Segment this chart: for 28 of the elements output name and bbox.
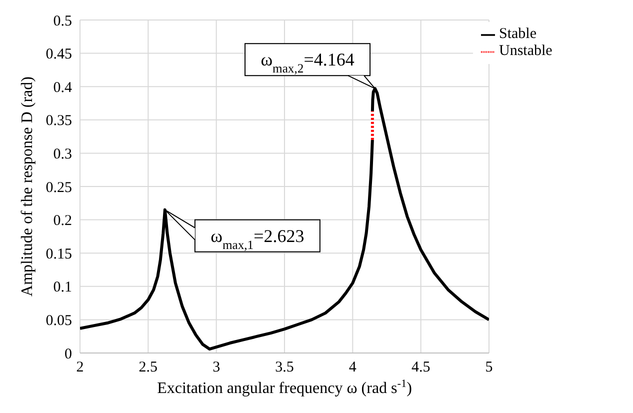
x-tick-label: 4.5 (411, 360, 430, 376)
y-tick-label: 0.4 (53, 80, 72, 96)
x-tick-label: 2 (76, 360, 84, 376)
x-tick-label: 2.5 (138, 360, 158, 376)
y-tick-label: 0.5 (53, 13, 72, 30)
legend-label: Stable (499, 26, 536, 42)
x-tick-label: 5 (485, 360, 493, 376)
x-tick-label: 3.5 (275, 360, 294, 376)
callout: ω$_{max,1}$=2.623 (164, 209, 320, 252)
y-tick-label: 0.3 (53, 146, 72, 163)
y-tick-label: 0.05 (46, 313, 72, 330)
y-tick-label: 0.35 (46, 113, 72, 130)
x-tick-label: 4 (348, 360, 357, 376)
y-tick-label: 0.25 (46, 180, 72, 196)
line-series (80, 138, 374, 351)
callout: ω$_{max,2}$=4.164 (244, 43, 376, 90)
y-tick-label: 0 (64, 346, 72, 362)
y-tick-label: 0.2 (53, 213, 72, 230)
y-axis-title: Amplitude of the response D (rad) (19, 76, 36, 296)
annotation: ω$_{max,2}$=4.164 (260, 50, 354, 76)
legend-label: Unstable (499, 43, 552, 59)
y-tick-label: 0.15 (46, 246, 72, 262)
y-tick-label: 0.45 (46, 46, 72, 63)
x-tick-label: 3 (212, 360, 220, 376)
annotation: ω$_{max,1}$=2.623 (210, 226, 304, 252)
x-axis-title: Excitation angular frequency ω (rad s$^{-1}$) (157, 378, 412, 397)
line-series (370, 87, 489, 322)
y-tick-label: 0.1 (53, 280, 72, 296)
